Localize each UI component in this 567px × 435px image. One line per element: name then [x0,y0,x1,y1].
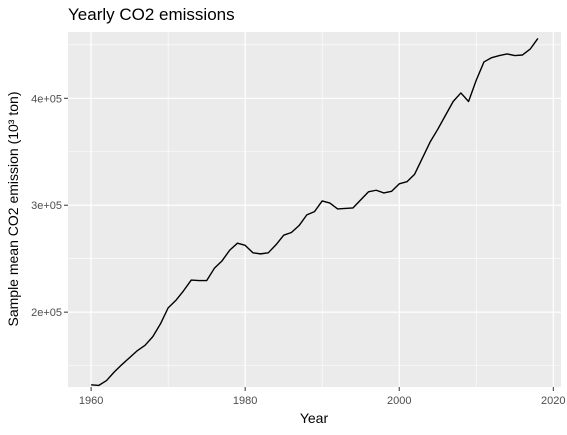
y-tick-label: 2e+05 [31,307,62,319]
plot-panel [68,32,561,387]
y-tick-label: 4e+05 [31,93,62,105]
x-tick-label: 1960 [79,395,103,407]
x-tick-label: 1980 [233,395,257,407]
grid-major [68,32,561,387]
x-axis-ticks: 1960 1980 2000 2020 [79,387,566,407]
y-tick-label: 3e+05 [31,200,62,212]
x-tick-label: 2000 [387,395,411,407]
x-tick-label: 2020 [541,395,565,407]
y-axis-ticks: 2e+05 3e+05 4e+05 [31,93,68,319]
series-line [91,38,539,387]
x-axis-title: Year [300,410,329,426]
chart-title: Yearly CO2 emissions [68,5,235,24]
grid-minor [68,32,561,387]
y-axis-title: Sample mean CO2 emission (10³ ton) [5,92,21,327]
